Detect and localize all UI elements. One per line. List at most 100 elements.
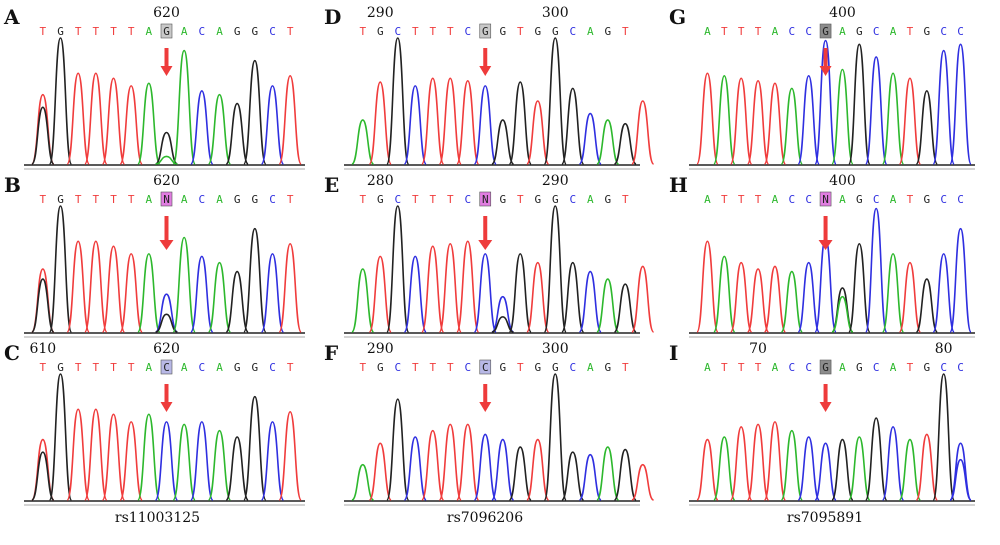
base-call: A bbox=[704, 361, 711, 374]
base-call: T bbox=[287, 193, 294, 206]
base-call: C bbox=[569, 193, 576, 206]
base-call: A bbox=[587, 25, 594, 38]
base-call: C bbox=[569, 25, 576, 38]
trace-peak bbox=[881, 72, 905, 165]
base-call: C bbox=[873, 25, 880, 38]
trace-peak bbox=[848, 43, 871, 165]
trace-peak bbox=[456, 240, 480, 333]
trace-peak bbox=[421, 245, 445, 333]
trace-peak bbox=[119, 253, 143, 333]
base-call: G bbox=[377, 361, 384, 374]
variant-highlight bbox=[160, 359, 173, 375]
trace-peak bbox=[456, 80, 480, 165]
base-call: G bbox=[552, 193, 559, 206]
base-call: C bbox=[789, 193, 796, 206]
base-call: A bbox=[181, 193, 188, 206]
trace-peak bbox=[508, 446, 532, 501]
base-call: C bbox=[163, 361, 170, 374]
trace-peak bbox=[729, 261, 753, 333]
trace-peak bbox=[66, 408, 90, 501]
trace-peak bbox=[351, 268, 375, 333]
base-call: G bbox=[377, 25, 384, 38]
trace-peak bbox=[278, 242, 302, 333]
base-call: A bbox=[772, 25, 779, 38]
trace-peak bbox=[780, 270, 804, 333]
position-number: 70 bbox=[749, 341, 767, 357]
variant-arrow-icon bbox=[819, 384, 832, 412]
position-number: 280 bbox=[367, 173, 394, 189]
base-call: C bbox=[269, 25, 276, 38]
trace-peak bbox=[596, 119, 620, 165]
base-call: G bbox=[924, 193, 931, 206]
trace-peak bbox=[48, 37, 73, 165]
base-call: T bbox=[412, 25, 419, 38]
trace-peak bbox=[260, 85, 285, 165]
trace-peak bbox=[473, 433, 497, 501]
base-call: T bbox=[447, 193, 454, 206]
base-call: T bbox=[110, 361, 117, 374]
base-call: T bbox=[755, 361, 762, 374]
position-number: 620 bbox=[153, 5, 180, 21]
trace-peak bbox=[797, 74, 820, 165]
trace-peak bbox=[491, 295, 515, 333]
trace-peak bbox=[243, 395, 267, 501]
trace-peak bbox=[631, 463, 655, 501]
base-call: T bbox=[738, 25, 745, 38]
trace-peak bbox=[155, 131, 178, 165]
trace-peak bbox=[596, 446, 620, 501]
position-number: 400 bbox=[829, 173, 856, 189]
trace-peak bbox=[713, 436, 736, 501]
base-call: T bbox=[93, 25, 100, 38]
trace-peak bbox=[154, 293, 179, 333]
base-call: G bbox=[822, 25, 829, 38]
trace-peak bbox=[190, 90, 214, 165]
base-call: A bbox=[839, 361, 846, 374]
trace-peak bbox=[386, 37, 410, 165]
base-call: G bbox=[924, 361, 931, 374]
base-call: T bbox=[359, 361, 366, 374]
trace-peak bbox=[31, 106, 55, 165]
trace-peak bbox=[526, 100, 550, 165]
trace-peak bbox=[31, 451, 55, 501]
trace-peak bbox=[207, 261, 232, 333]
base-call: A bbox=[146, 361, 153, 374]
trace-peak bbox=[780, 87, 804, 165]
panel-label: A bbox=[3, 5, 20, 29]
trace-peak bbox=[101, 245, 126, 333]
base-call: G bbox=[856, 25, 863, 38]
trace-peak bbox=[260, 253, 285, 333]
trace-peak bbox=[491, 119, 515, 165]
trace-peak bbox=[368, 255, 392, 333]
trace-peak bbox=[763, 421, 787, 501]
panel-label: F bbox=[324, 341, 338, 365]
base-call: C bbox=[464, 25, 471, 38]
trace-peak bbox=[456, 423, 480, 501]
trace-peak bbox=[949, 43, 972, 165]
position-number: 300 bbox=[542, 5, 569, 21]
base-call: C bbox=[805, 193, 812, 206]
trace-peak bbox=[578, 270, 602, 333]
trace-peak bbox=[613, 122, 637, 165]
base-call: T bbox=[721, 361, 728, 374]
variant-arrow-icon bbox=[160, 384, 173, 412]
base-call: T bbox=[517, 361, 524, 374]
snp-caption: rs7096206 bbox=[447, 510, 523, 526]
trace-peak bbox=[915, 433, 939, 501]
trace-peak bbox=[915, 278, 939, 333]
base-call: T bbox=[517, 193, 524, 206]
trace-peak bbox=[438, 77, 462, 165]
base-call: A bbox=[772, 361, 779, 374]
trace-peak bbox=[403, 85, 427, 165]
trace-peak bbox=[898, 261, 922, 333]
base-call: T bbox=[429, 361, 436, 374]
base-call: A bbox=[181, 361, 188, 374]
base-call: G bbox=[499, 361, 506, 374]
base-call: T bbox=[40, 193, 47, 206]
trace-peak bbox=[561, 87, 585, 165]
trace-peak bbox=[797, 436, 820, 501]
trace-peak bbox=[225, 270, 249, 333]
panel-label: H bbox=[669, 173, 688, 197]
